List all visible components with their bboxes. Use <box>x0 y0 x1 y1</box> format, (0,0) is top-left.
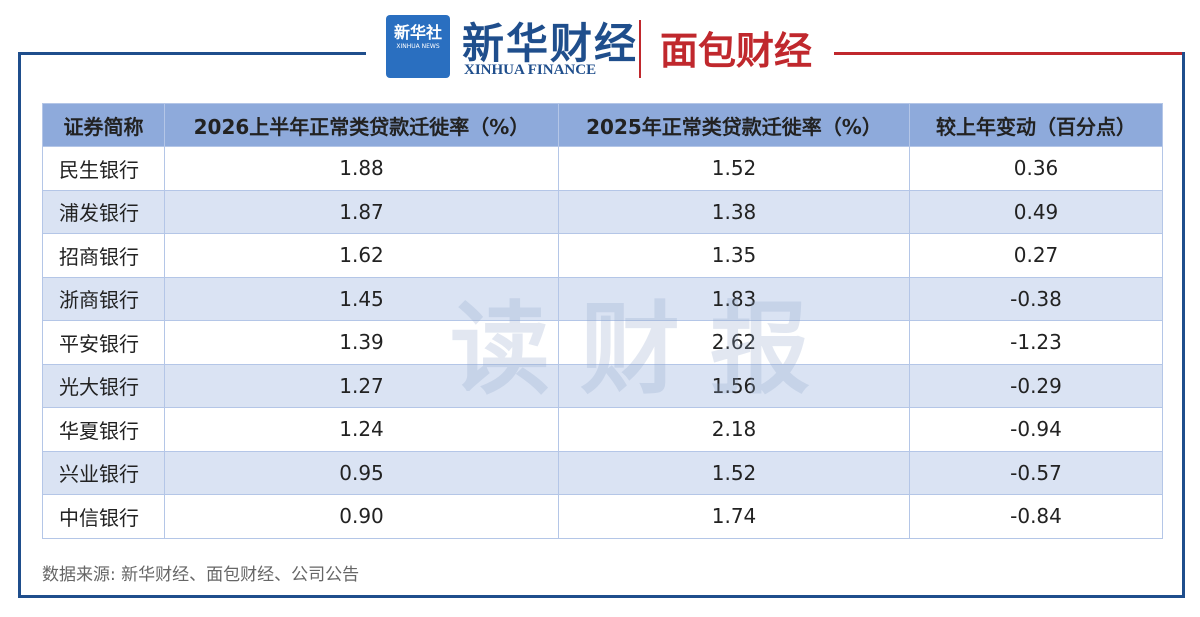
table-cell: 1.62 <box>164 233 559 278</box>
brand: 新华财经 <box>462 19 639 68</box>
table-cell: 0.36 <box>909 146 1163 191</box>
frame <box>18 52 1185 598</box>
table-cell: 1.45 <box>164 276 559 321</box>
table-cell: -0.38 <box>909 276 1163 321</box>
table-cell: 1.74 <box>558 494 910 539</box>
table-cell: 兴业银行 <box>42 450 165 495</box>
table-cell: -0.94 <box>909 407 1163 452</box>
table-row: 华夏银行 1.24 2.18 -0.94 <box>42 407 1163 452</box>
column-header: 证券简称 <box>42 103 165 147</box>
column-header: 2025年正常类贷款迁徙率（%） <box>558 103 910 147</box>
frame-top-right <box>834 52 1182 55</box>
table-row: 民生银行 1.88 1.52 0.36 <box>42 146 1163 191</box>
header-row: 证券简称 2026上半年正常类贷款迁徙率（%） 2025年正常类贷款迁徙率（%） 较上… <box>42 103 1163 147</box>
partner: 面包财经 <box>660 29 813 73</box>
column-header: 2026上半年正常类贷款迁徙率（%） <box>164 103 559 147</box>
column-header: 较上年变动（百分点） <box>909 103 1163 147</box>
table-cell: 1.24 <box>164 407 559 452</box>
table-cell: -1.23 <box>909 320 1163 365</box>
table-cell: 0.90 <box>164 494 559 539</box>
table-cell: 1.38 <box>558 189 910 234</box>
table-cell: 1.52 <box>558 146 910 191</box>
watermark: 读财报 <box>450 291 840 408</box>
table-cell: 2.62 <box>558 320 910 365</box>
table-cell: -0.29 <box>909 363 1163 408</box>
table-cell: 1.52 <box>558 450 910 495</box>
table-cell: 1.88 <box>164 146 559 191</box>
table-cell: 招商银行 <box>42 233 165 278</box>
table-cell: -0.57 <box>909 450 1163 495</box>
table-cell: 1.56 <box>558 363 910 408</box>
logo-mark-text: 新华社 <box>393 23 442 42</box>
frame-top-left <box>18 52 366 55</box>
table-cell: 平安银行 <box>42 320 165 365</box>
table-row: 中信银行 0.90 1.74 -0.84 <box>42 494 1163 539</box>
data-table: 证券简称 2026上半年正常类贷款迁徙率（%） 2025年正常类贷款迁徙率（%） 较上… <box>42 103 1163 539</box>
table-cell: 光大银行 <box>42 363 165 408</box>
table-cell: 0.49 <box>909 189 1163 234</box>
source-note: 数据来源: 新华财经、面包财经、公司公告 <box>42 565 360 585</box>
table-row: 浦发银行 1.87 1.38 0.49 <box>42 189 1163 234</box>
table-cell: 1.87 <box>164 189 559 234</box>
table-cell: 中信银行 <box>42 494 165 539</box>
table-cell: 2.18 <box>558 407 910 452</box>
logo-mark: 新华社 XINHUA NEWS <box>386 15 450 78</box>
brand-sub: XINHUA FINANCE <box>464 62 597 78</box>
table-row: 招商银行 1.62 1.35 0.27 <box>42 233 1163 278</box>
table-cell: 浦发银行 <box>42 189 165 234</box>
table-row: 平安银行 1.39 2.62 -1.23 <box>42 320 1163 365</box>
table-cell: 华夏银行 <box>42 407 165 452</box>
table-row: 兴业银行 0.95 1.52 -0.57 <box>42 450 1163 495</box>
table-cell: 1.27 <box>164 363 559 408</box>
table-cell: 民生银行 <box>42 146 165 191</box>
table-cell: 1.35 <box>558 233 910 278</box>
table-cell: 1.83 <box>558 276 910 321</box>
table-cell: -0.84 <box>909 494 1163 539</box>
divider <box>639 20 641 78</box>
table-row: 浙商银行 1.45 1.83 -0.38 <box>42 276 1163 321</box>
logo-mark-sub: XINHUA NEWS <box>396 43 440 50</box>
table-cell: 0.95 <box>164 450 559 495</box>
table-cell: 0.27 <box>909 233 1163 278</box>
table-cell: 浙商银行 <box>42 276 165 321</box>
